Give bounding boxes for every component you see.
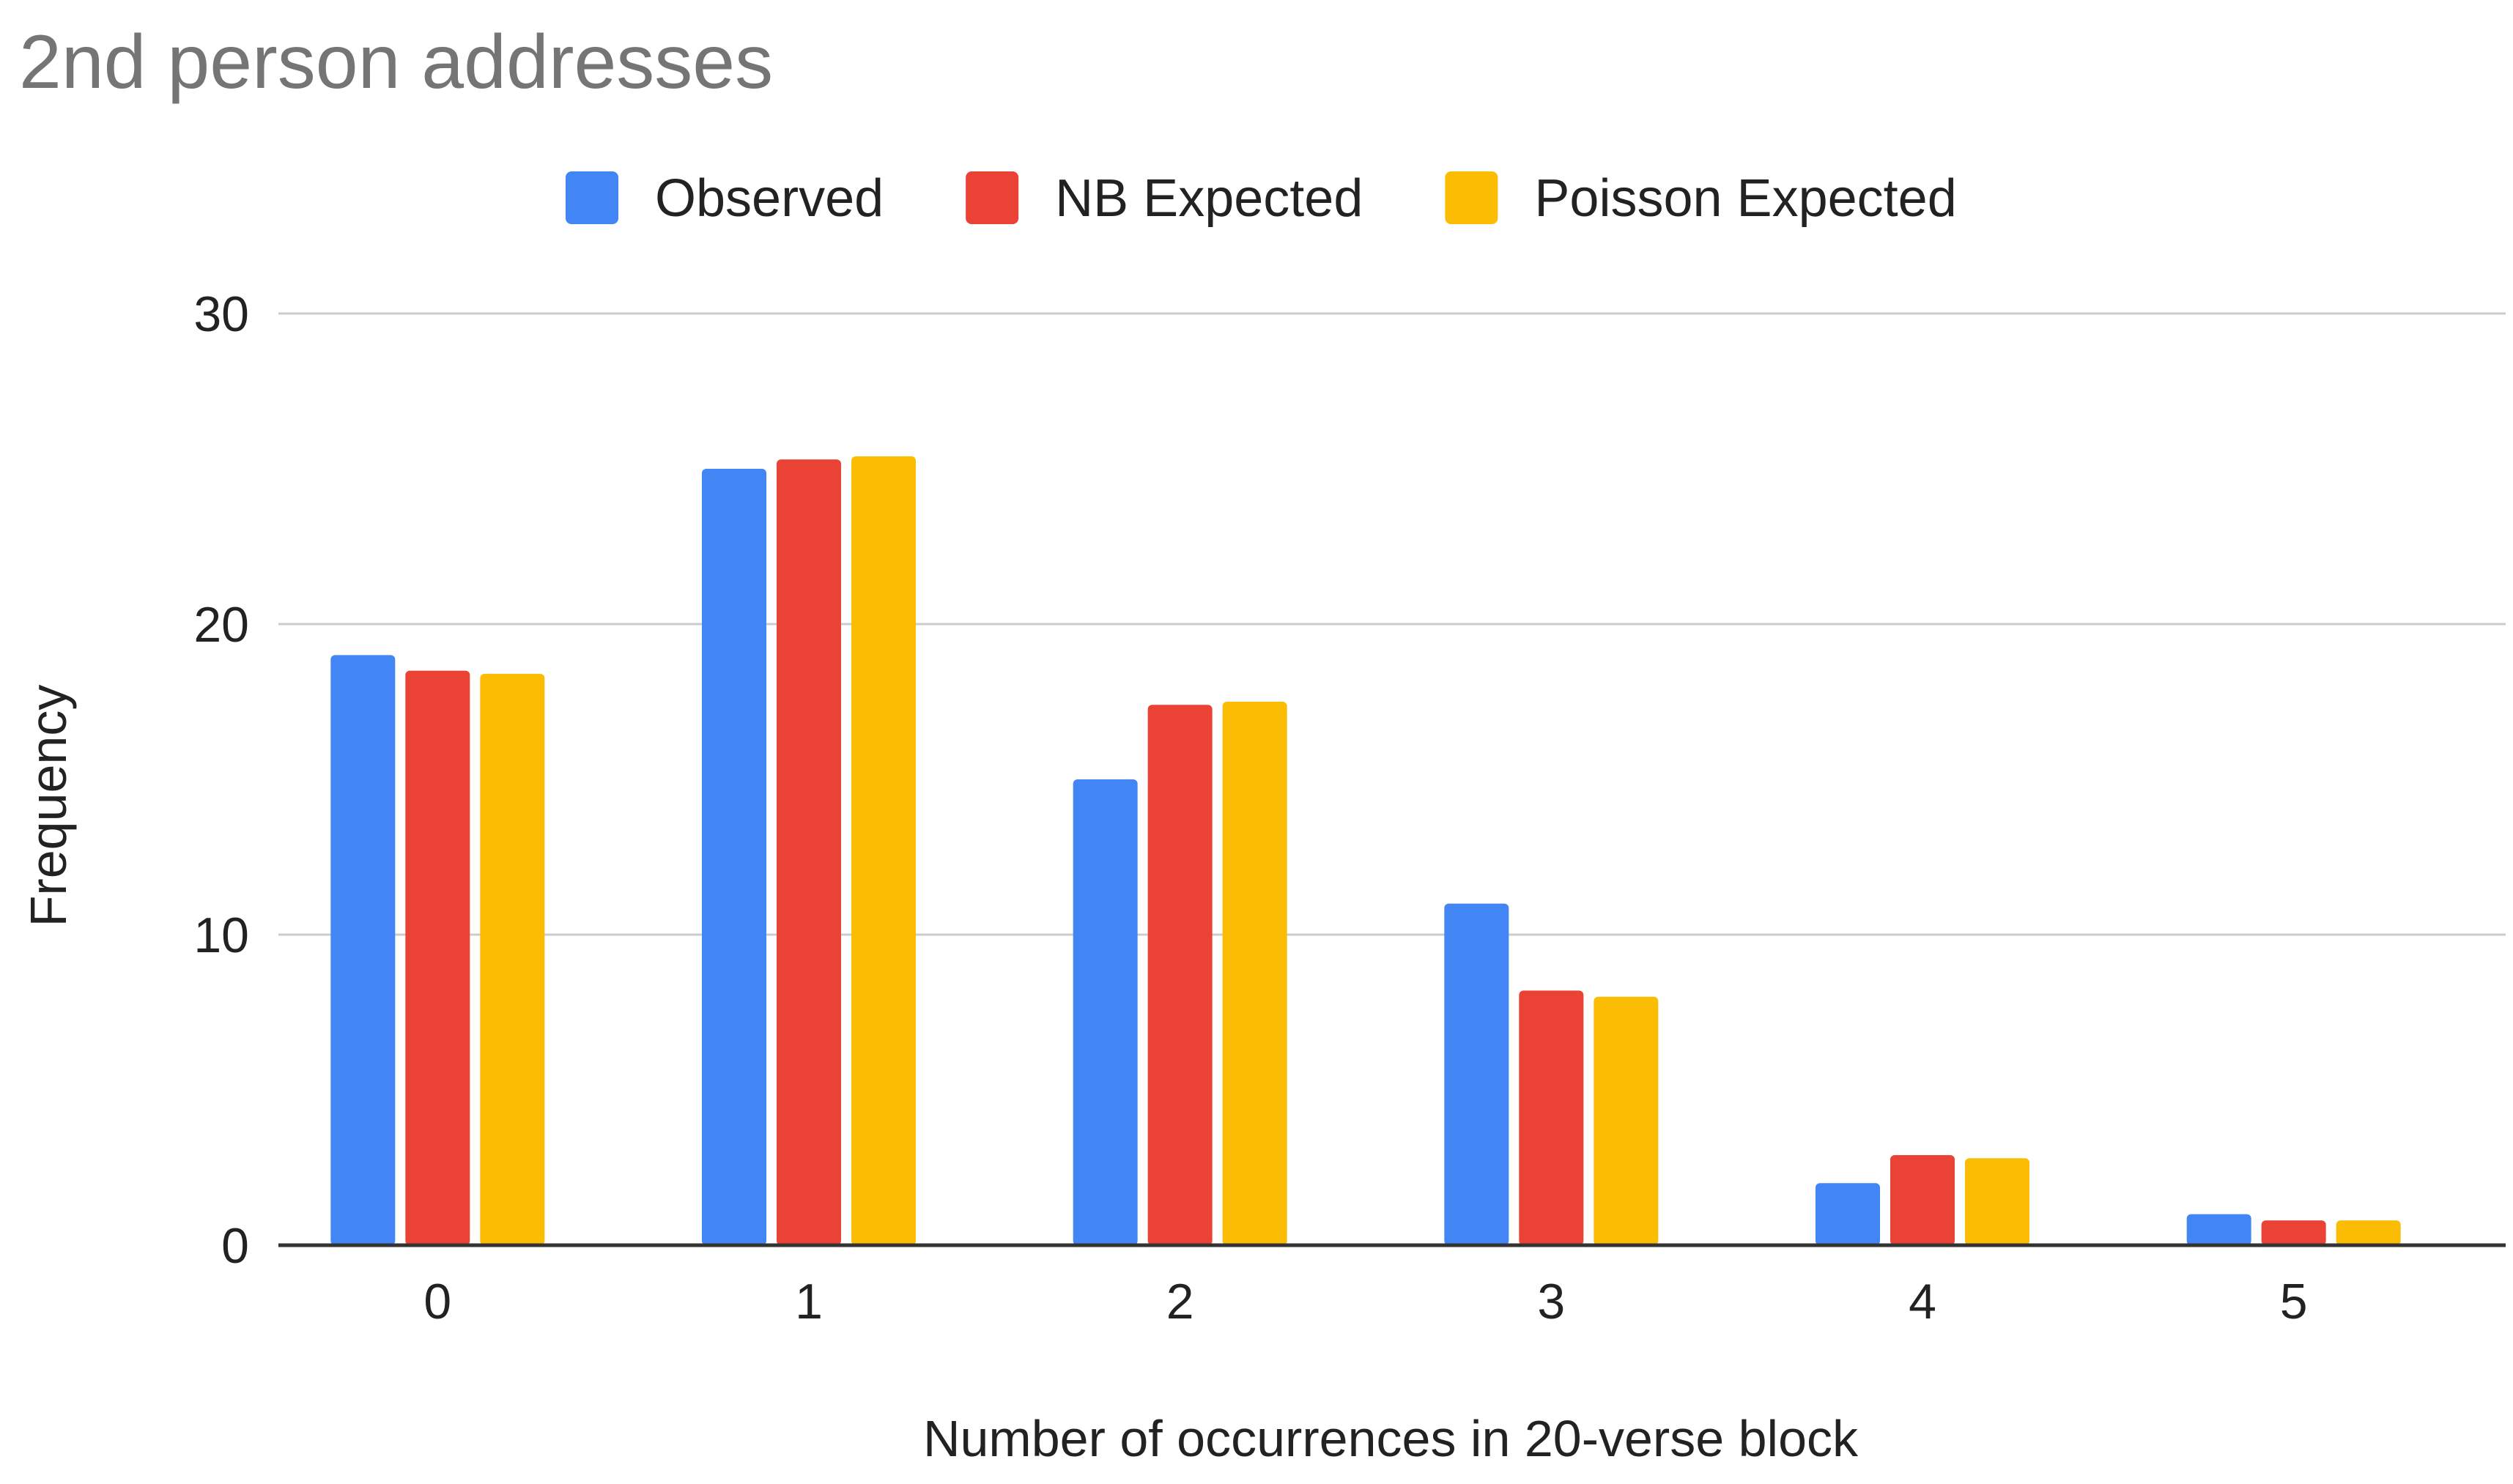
bar-nb-expected-2: [1147, 705, 1213, 1245]
legend-swatch: [566, 171, 618, 224]
y-axis-ticks: 0 10 20 30: [193, 286, 249, 1274]
bar-nb-expected-0: [405, 670, 470, 1245]
bar-nb-expected-4: [1890, 1155, 1955, 1245]
y-tick-label: 30: [193, 286, 249, 342]
bars: [330, 456, 2401, 1245]
bar-poisson-expected-2: [1222, 702, 1287, 1245]
legend-swatch: [966, 171, 1019, 224]
gridlines: [278, 312, 2506, 936]
x-tick-label: 4: [1909, 1274, 1936, 1329]
y-axis-title: Frequency: [20, 685, 77, 927]
bar-poisson-expected-0: [480, 673, 545, 1245]
legend: Observed NB Expected Poisson Expected: [566, 169, 1957, 228]
bar-poisson-expected-3: [1594, 996, 1659, 1245]
y-tick-label: 0: [221, 1218, 249, 1274]
bar-observed-0: [330, 655, 396, 1245]
y-tick-label: 20: [193, 597, 249, 653]
bar-poisson-expected-5: [2336, 1220, 2401, 1245]
x-axis-ticks: 0 1 2 3 4 5: [423, 1274, 2307, 1329]
x-tick-label: 2: [1166, 1274, 1194, 1329]
bar-nb-expected-3: [1519, 990, 1584, 1245]
x-tick-label: 0: [423, 1274, 451, 1329]
x-tick-label: 5: [2280, 1274, 2308, 1329]
y-tick-label: 10: [193, 908, 249, 963]
bar-observed-1: [702, 469, 766, 1245]
bar-observed-2: [1073, 779, 1138, 1245]
bar-observed-5: [2186, 1214, 2251, 1245]
bar-nb-expected-1: [777, 459, 841, 1245]
legend-label: Poisson Expected: [1534, 169, 1956, 228]
x-axis-title: Number of occurrences in 20-verse block: [923, 1410, 1859, 1467]
x-tick-label: 1: [795, 1274, 823, 1329]
bar-poisson-expected-4: [1965, 1158, 2029, 1245]
chart-title: 2nd person addresses: [19, 20, 773, 105]
bar-observed-4: [1816, 1183, 1880, 1245]
x-tick-label: 3: [1537, 1274, 1565, 1329]
bar-observed-3: [1444, 903, 1509, 1245]
bar-nb-expected-5: [2261, 1220, 2326, 1245]
legend-label: NB Expected: [1055, 169, 1363, 228]
legend-swatch: [1445, 171, 1498, 224]
bar-poisson-expected-1: [851, 456, 916, 1245]
legend-label: Observed: [655, 169, 884, 228]
